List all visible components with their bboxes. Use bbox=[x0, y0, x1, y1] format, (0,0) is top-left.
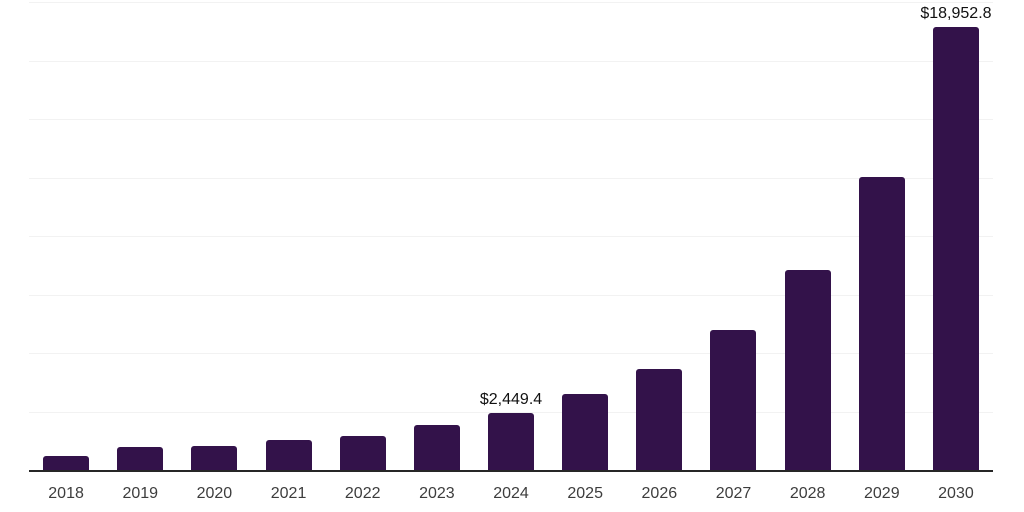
bar-2018 bbox=[43, 456, 90, 470]
x-tick-2019: 2019 bbox=[122, 485, 159, 502]
gridline-10000 bbox=[29, 236, 993, 237]
bar-value-label-2030: $18,952.8 bbox=[920, 4, 992, 22]
bar-2025 bbox=[562, 393, 609, 470]
bar-2024 bbox=[488, 412, 535, 470]
bar-slot-2018 bbox=[29, 456, 103, 470]
x-tick-2030: 2030 bbox=[938, 485, 974, 502]
bar-slot-2023 bbox=[400, 424, 474, 470]
bar-2023 bbox=[413, 424, 460, 470]
bars-row: $2,449.4 $18,952.8 bbox=[29, 2, 993, 470]
bar-slot-2019 bbox=[103, 446, 177, 470]
bar-slot-2026 bbox=[622, 368, 696, 470]
plot-area: $2,449.4 $18,952.8 bbox=[29, 2, 993, 472]
bar-2021 bbox=[265, 439, 312, 470]
bar-2027 bbox=[710, 329, 757, 470]
x-tick-2026: 2026 bbox=[641, 485, 678, 502]
gridline-7500 bbox=[29, 294, 993, 296]
bar-2030 bbox=[932, 26, 979, 470]
bar-2020 bbox=[191, 445, 238, 470]
x-tick-2027: 2027 bbox=[715, 485, 752, 502]
bar-slot-2028 bbox=[771, 269, 845, 470]
x-tick-2024: 2024 bbox=[493, 485, 529, 502]
bar-2022 bbox=[339, 435, 386, 470]
gridline-2500 bbox=[29, 411, 993, 413]
x-tick-2022: 2022 bbox=[344, 485, 381, 502]
gridline-20000 bbox=[29, 2, 993, 3]
gridline-12500 bbox=[29, 177, 993, 179]
x-tick-2021: 2021 bbox=[270, 485, 307, 502]
bar-slot-2027 bbox=[696, 329, 770, 470]
x-tick-2023: 2023 bbox=[419, 485, 455, 502]
bar-slot-2030: $18,952.8 bbox=[919, 5, 993, 470]
x-tick-2025: 2025 bbox=[567, 485, 603, 502]
x-axis-tick-labels: 2018 2019 2020 2021 2022 2023 2024 2025 2026 2027… bbox=[29, 484, 993, 504]
bar-slot-2020 bbox=[177, 445, 251, 470]
gridline-17500 bbox=[29, 60, 993, 62]
bar-slot-2022 bbox=[326, 435, 400, 470]
bar-slot-2029 bbox=[845, 176, 919, 470]
x-tick-2018: 2018 bbox=[48, 485, 84, 502]
bar-2028 bbox=[784, 269, 831, 470]
bar-2026 bbox=[636, 368, 683, 470]
bar-2019 bbox=[117, 446, 164, 470]
bar-slot-2025 bbox=[548, 393, 622, 470]
bar-value-label-2024: $2,449.4 bbox=[479, 390, 543, 408]
x-tick-2029: 2029 bbox=[864, 485, 900, 502]
x-tick-2028: 2028 bbox=[789, 485, 826, 502]
gridline-5000 bbox=[29, 353, 993, 354]
gridline-15000 bbox=[29, 119, 993, 120]
bar-2029 bbox=[858, 176, 905, 470]
x-tick-2020: 2020 bbox=[196, 485, 233, 502]
bar-slot-2021 bbox=[251, 439, 325, 470]
bar-slot-2024: $2,449.4 bbox=[474, 391, 548, 470]
